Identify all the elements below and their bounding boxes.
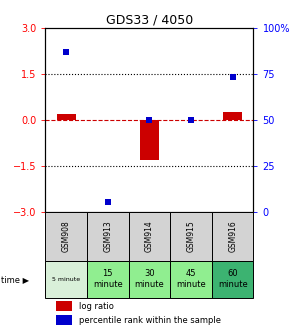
Text: percentile rank within the sample: percentile rank within the sample [79, 316, 221, 325]
Text: time ▶: time ▶ [1, 275, 29, 284]
Bar [129, 261, 170, 298]
Bar [170, 212, 212, 261]
Text: GSM916: GSM916 [228, 220, 237, 252]
Bar [212, 261, 253, 298]
Text: GSM913: GSM913 [103, 220, 112, 252]
Text: GSM908: GSM908 [62, 220, 71, 252]
Title: GDS33 / 4050: GDS33 / 4050 [106, 14, 193, 26]
Bar [223, 112, 242, 120]
Bar [45, 261, 87, 298]
Text: GSM915: GSM915 [187, 220, 195, 252]
Text: 60
minute: 60 minute [218, 269, 248, 289]
Bar [87, 261, 129, 298]
Bar [170, 261, 212, 298]
Text: 30
minute: 30 minute [134, 269, 164, 289]
Bar [56, 315, 72, 325]
Bar [45, 212, 87, 261]
Bar [56, 301, 72, 311]
Text: 45
minute: 45 minute [176, 269, 206, 289]
Bar [129, 212, 170, 261]
Bar [140, 120, 159, 160]
Text: GSM914: GSM914 [145, 220, 154, 252]
Bar [87, 212, 129, 261]
Bar [212, 212, 253, 261]
Text: 15
minute: 15 minute [93, 269, 123, 289]
Bar [57, 114, 76, 120]
Text: 5 minute: 5 minute [52, 277, 80, 282]
Text: log ratio: log ratio [79, 301, 114, 311]
